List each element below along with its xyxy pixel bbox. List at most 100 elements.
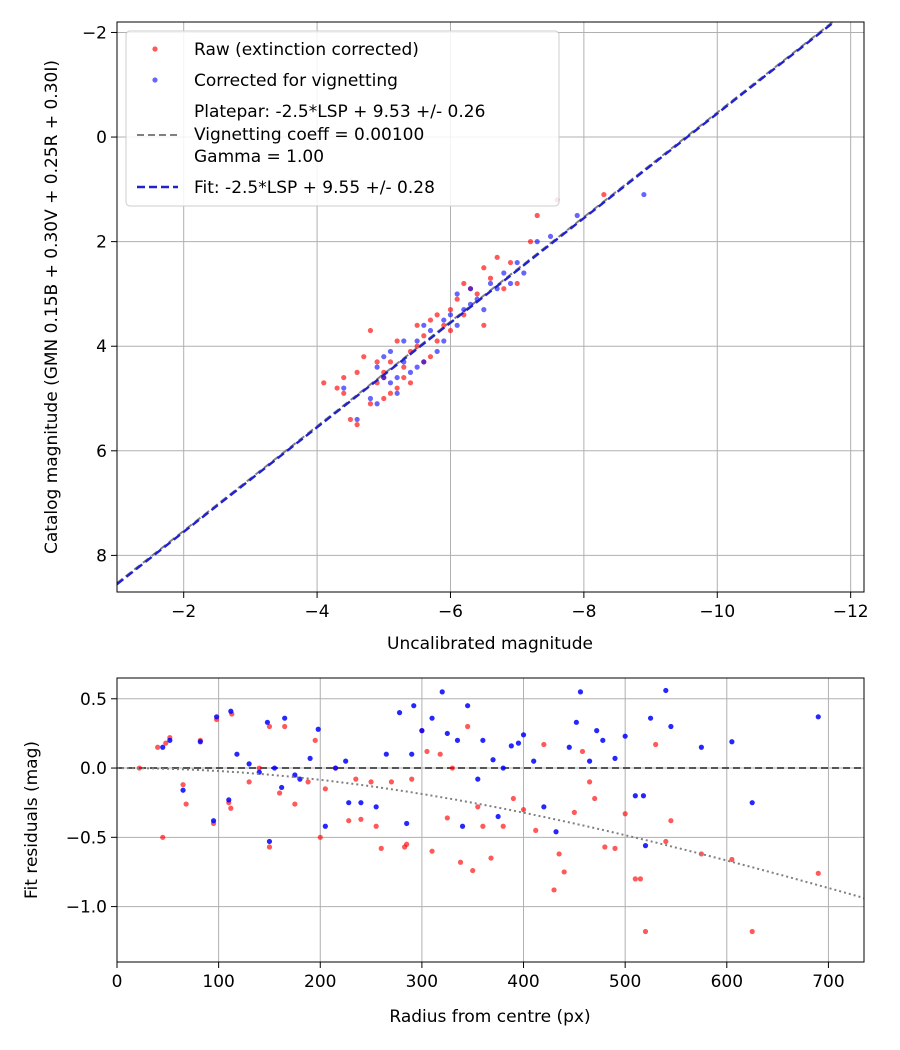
- corrected-point: [394, 390, 400, 396]
- corrected-point: [441, 338, 447, 344]
- corrected-residual-point: [454, 737, 461, 743]
- corrected-residual-point: [210, 818, 217, 824]
- raw-point: [487, 275, 494, 281]
- corrected-residual-point: [307, 755, 313, 761]
- raw-point: [401, 374, 407, 381]
- raw-residual-point: [465, 723, 471, 730]
- bottom-grid: [116, 678, 864, 962]
- corrected-residual-point: [490, 757, 496, 763]
- corrected-residual-point: [332, 765, 339, 771]
- y-tick-label: 2: [96, 233, 107, 253]
- raw-point: [427, 354, 434, 360]
- corrected-residual-point: [226, 797, 232, 803]
- raw-residual-point: [266, 723, 273, 730]
- y-tick-label: 6: [96, 442, 107, 462]
- x-tick-label: 100: [202, 972, 234, 992]
- raw-residual-point: [346, 818, 352, 824]
- corrected-residual-point: [729, 739, 735, 745]
- raw-residual-point: [815, 870, 821, 876]
- raw-point: [447, 307, 454, 313]
- y-tick-label: −0.5: [66, 828, 107, 848]
- raw-point: [601, 191, 607, 198]
- corrected-point: [447, 312, 454, 318]
- raw-point: [387, 390, 394, 396]
- legend-platepar-line2: Vignetting coeff = 0.00100: [194, 125, 424, 145]
- raw-residual-point: [637, 876, 644, 882]
- raw-residual-point: [556, 851, 562, 857]
- fit-line: [117, 22, 836, 586]
- raw-point: [427, 317, 434, 323]
- corrected-residual-point: [586, 758, 593, 764]
- corrected-residual-point: [264, 719, 271, 725]
- raw-residual-point: [155, 744, 161, 750]
- corrected-residual-point: [180, 787, 186, 793]
- corrected-residual-point: [749, 800, 755, 806]
- raw-residual-point: [592, 795, 598, 802]
- corrected-point: [414, 364, 420, 370]
- raw-residual-point: [183, 801, 189, 807]
- corrected-point: [427, 327, 434, 334]
- corrected-residual-point: [500, 765, 506, 771]
- raw-point: [481, 265, 487, 271]
- raw-residual-point: [457, 859, 464, 865]
- raw-residual-point: [353, 776, 359, 782]
- corrected-point: [387, 348, 394, 355]
- corrected-residual-point: [508, 743, 514, 749]
- bottom-plot-frame: [116, 677, 865, 963]
- raw-residual-point: [729, 856, 735, 863]
- raw-point: [341, 390, 347, 396]
- raw-residual-point: [368, 779, 374, 785]
- raw-point: [334, 385, 340, 391]
- legend-platepar-line1: Platepar: -2.5*LSP + 9.53 +/- 0.26: [194, 102, 485, 122]
- corrected-point: [641, 191, 647, 198]
- raw-residual-point: [579, 748, 586, 755]
- corrected-residual-point: [439, 689, 445, 695]
- corrected-residual-point: [271, 765, 278, 771]
- corrected-point: [381, 354, 387, 360]
- raw-point: [367, 401, 374, 407]
- corrected-point: [487, 280, 494, 287]
- corrected-point: [414, 338, 420, 344]
- corrected-point: [521, 270, 527, 276]
- raw-residual-point: [444, 815, 450, 821]
- corrected-residual-point: [404, 820, 410, 827]
- corrected-residual-point: [297, 776, 303, 782]
- raw-residual-point: [292, 801, 298, 807]
- x-tick-label: −2: [171, 602, 196, 622]
- raw-point: [401, 364, 407, 370]
- corrected-residual-point: [480, 737, 486, 743]
- corrected-point: [501, 270, 507, 276]
- raw-residual-point: [551, 887, 557, 893]
- corrected-residual-point: [600, 737, 606, 743]
- corrected-residual-point: [167, 737, 173, 743]
- corrected-point: [574, 212, 580, 219]
- y-tick-label: −1.0: [66, 898, 107, 918]
- corrected-point: [454, 322, 460, 328]
- raw-residual-point: [561, 869, 567, 875]
- corrected-point: [367, 395, 374, 402]
- corrected-point: [434, 348, 440, 355]
- raw-residual-point: [378, 845, 384, 852]
- corrected-residual-point: [541, 804, 547, 810]
- corrected-residual-point: [815, 714, 821, 720]
- raw-point: [341, 374, 347, 381]
- legend-platepar-line3: Gamma = 1.00: [194, 147, 324, 167]
- x-tick-label: −6: [438, 602, 463, 622]
- corrected-residual-point: [358, 800, 364, 806]
- corrected-residual-point: [663, 687, 669, 694]
- x-tick-label: −4: [305, 602, 330, 622]
- x-tick-label: 300: [406, 972, 438, 992]
- x-tick-label: 600: [711, 972, 743, 992]
- raw-residual-point: [180, 782, 186, 788]
- corrected-residual-point: [698, 744, 704, 750]
- x-tick-label: 0: [112, 972, 123, 992]
- raw-residual-point: [312, 737, 318, 743]
- raw-residual-point: [282, 723, 288, 730]
- corrected-residual-point: [459, 823, 466, 829]
- corrected-point: [374, 401, 380, 407]
- raw-residual-point: [404, 841, 410, 847]
- raw-residual-point: [668, 818, 674, 824]
- raw-point: [367, 327, 374, 334]
- corrected-residual-point: [495, 813, 501, 820]
- raw-point: [381, 395, 387, 402]
